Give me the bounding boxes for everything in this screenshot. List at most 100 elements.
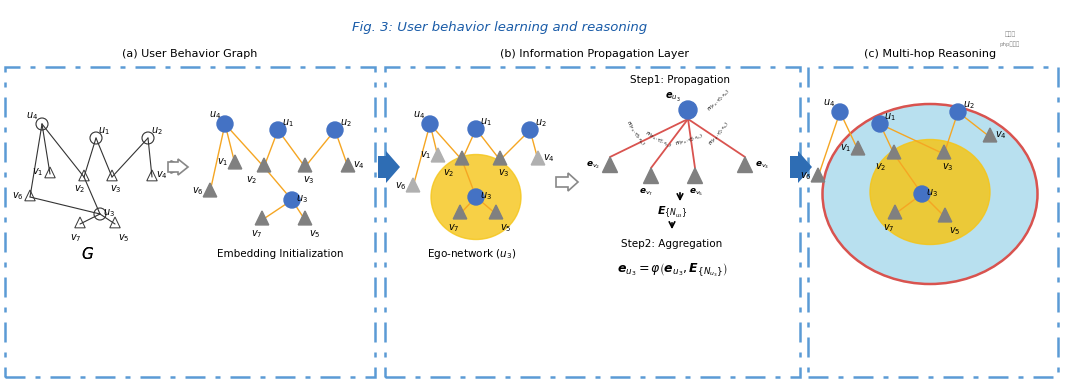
Text: 新智元: 新智元 [1004,31,1016,37]
Text: $G$: $G$ [81,246,95,262]
Text: Embedding Initialization: Embedding Initialization [216,249,343,259]
Polygon shape [489,205,503,219]
Circle shape [679,101,697,119]
Text: $u_{3}$: $u_{3}$ [926,187,938,199]
Text: $v_{1}$: $v_{1}$ [420,149,432,161]
Text: (b) Information Propagation Layer: (b) Information Propagation Layer [501,49,690,59]
Polygon shape [888,205,902,219]
Text: $v_{1}$: $v_{1}$ [840,142,852,154]
Text: $v_{5}$: $v_{5}$ [118,232,130,244]
Text: $u_{3}$: $u_{3}$ [296,193,308,205]
Text: (c) Multi-hop Reasoning: (c) Multi-hop Reasoning [863,49,996,59]
Polygon shape [432,148,445,162]
Text: $v_{5}$: $v_{5}$ [309,228,321,240]
Text: $\pi_{\{e_{u_1},r_{12}^{uv},e_{v_2}\}}$: $\pi_{\{e_{u_1},r_{12}^{uv},e_{v_2}\}}$ [675,131,706,149]
Polygon shape [228,155,242,169]
FancyArrow shape [378,151,400,183]
Bar [385,67,800,377]
Text: $v_{3}$: $v_{3}$ [942,161,954,173]
Text: $v_{2}$: $v_{2}$ [443,167,455,179]
Text: $v_{1}$: $v_{1}$ [32,166,44,178]
Polygon shape [983,128,997,142]
Text: $v_{4}$: $v_{4}$ [156,169,167,181]
Text: Step1: Propagation: Step1: Propagation [630,75,730,85]
Text: $v_{3}$: $v_{3}$ [498,167,510,179]
Polygon shape [602,157,617,173]
Text: $v_{2}$: $v_{2}$ [75,183,85,195]
Text: $\boldsymbol{e}_{v_3}$: $\boldsymbol{e}_{v_3}$ [755,159,770,171]
Text: $v_{6}$: $v_{6}$ [395,180,407,192]
Text: $u_{1}$: $u_{1}$ [480,116,491,128]
Polygon shape [738,157,753,173]
Circle shape [950,104,966,120]
Circle shape [831,104,847,120]
Polygon shape [811,168,825,182]
Text: $v_{7}$: $v_{7}$ [448,222,459,234]
Text: $\boldsymbol{E}_{\{N_{u_3}\}}$: $\boldsymbol{E}_{\{N_{u_3}\}}$ [657,204,688,220]
Polygon shape [453,205,467,219]
Polygon shape [937,145,951,159]
Text: $v_{7}$: $v_{7}$ [70,232,82,244]
Circle shape [522,122,538,138]
Bar [5,67,375,377]
Polygon shape [644,168,659,183]
Text: $v_{6}$: $v_{6}$ [192,185,204,197]
Text: $u_{3}$: $u_{3}$ [480,190,492,202]
Text: $\pi_{\{e_{u_1},r_{14}^u,e_{u_4}\}}$: $\pi_{\{e_{u_1},r_{14}^u,e_{u_4}\}}$ [623,119,647,149]
Text: $\pi_{\{e_{u_1},r_{11}^{uv},e_{v_1}\}}$: $\pi_{\{e_{u_1},r_{11}^{uv},e_{v_1}\}}$ [643,129,674,151]
Text: $v_{7}$: $v_{7}$ [884,222,894,234]
Text: $v_{3}$: $v_{3}$ [110,183,122,195]
Polygon shape [455,151,469,165]
Circle shape [468,189,484,205]
Circle shape [270,122,286,138]
Polygon shape [406,178,420,192]
Circle shape [422,116,438,132]
Text: $u_{1}$: $u_{1}$ [884,111,895,123]
Polygon shape [204,183,216,197]
Text: $u_{2}$: $u_{2}$ [151,125,163,137]
Text: $\pi_{\{e_{u_1},r_{12}^u,e_{u_2}\}}$: $\pi_{\{e_{u_1},r_{12}^u,e_{u_2}\}}$ [706,86,733,114]
Circle shape [468,121,484,137]
Text: $\boldsymbol{e}_{v_2}$: $\boldsymbol{e}_{v_2}$ [586,159,600,171]
Text: $v_{2}$: $v_{2}$ [875,161,887,173]
Polygon shape [298,158,311,172]
Polygon shape [688,168,702,183]
FancyArrow shape [168,159,188,175]
Text: $u_{4}$: $u_{4}$ [413,109,425,121]
Text: $\boldsymbol{e}_{v_7}$: $\boldsymbol{e}_{v_7}$ [639,186,653,198]
Text: $\pi_{\{e_{u_1},r_{12}^u,e_{u_2}\}}$: $\pi_{\{e_{u_1},r_{12}^u,e_{u_2}\}}$ [708,120,732,149]
Text: $u_{4}$: $u_{4}$ [26,110,38,122]
Text: $v_{4}$: $v_{4}$ [544,152,555,164]
Polygon shape [255,211,269,225]
Text: $u_{3}$: $u_{3}$ [103,207,115,219]
Text: Ego-network ($u_3$): Ego-network ($u_3$) [427,247,517,261]
Text: $u_{1}$: $u_{1}$ [98,125,110,137]
Text: $v_{3}$: $v_{3}$ [303,174,314,186]
Circle shape [914,186,930,202]
Text: $v_{5}$: $v_{5}$ [949,225,960,237]
Text: $u_{4}$: $u_{4}$ [209,109,221,121]
Polygon shape [257,158,271,172]
Text: php中文网: php中文网 [1000,41,1020,47]
Text: $v_{2}$: $v_{2}$ [246,174,258,186]
Text: $u_{2}$: $u_{2}$ [340,117,352,129]
Text: $u_{4}$: $u_{4}$ [823,97,835,109]
Text: $u_{2}$: $u_{2}$ [535,117,547,129]
Text: $u_{1}$: $u_{1}$ [282,117,294,129]
Circle shape [327,122,343,138]
Text: $\boldsymbol{e}_{u_3}$: $\boldsymbol{e}_{u_3}$ [665,91,681,104]
Text: (a) User Behavior Graph: (a) User Behavior Graph [123,49,258,59]
Text: $G$: $G$ [81,246,95,262]
Polygon shape [887,145,901,159]
Text: $v_{5}$: $v_{5}$ [500,222,512,234]
Text: $v_{6}$: $v_{6}$ [801,170,812,182]
Ellipse shape [823,104,1037,284]
FancyArrow shape [790,151,812,183]
Text: $v_{1}$: $v_{1}$ [217,156,229,168]
Polygon shape [531,151,545,165]
Circle shape [284,192,300,208]
Polygon shape [938,208,952,222]
Ellipse shape [870,139,990,244]
Bar [808,67,1057,377]
Text: $u_{2}$: $u_{2}$ [964,99,975,111]
